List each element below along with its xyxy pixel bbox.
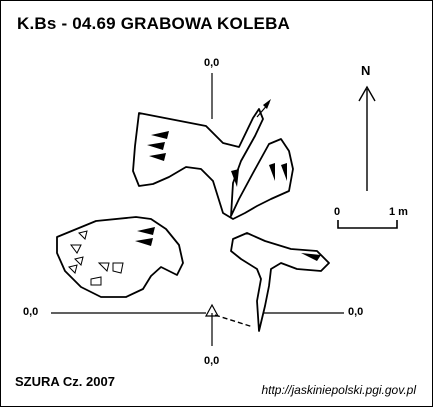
scale-end-label: 1 m: [389, 206, 408, 218]
north-arrow-head: [358, 85, 376, 102]
boulder-markers: [68, 230, 124, 286]
map-title: K.Bs - 04.69 GRABOWA KOLEBA: [17, 14, 291, 33]
scale-bar: [337, 220, 398, 229]
entrance-arrow-head: [263, 99, 271, 109]
scale-start-label: 0: [334, 206, 341, 218]
source-url: http://jaskiniepolski.pgi.gov.pl: [261, 383, 416, 397]
slope-markers-upper: [147, 131, 287, 187]
north-label: N: [361, 63, 371, 78]
axis-label-bottom: 0,0: [204, 355, 220, 367]
survey-line: [214, 314, 254, 328]
cave-outline-side-passage: [230, 232, 330, 332]
author-credit: SZURA Cz. 2007: [15, 374, 115, 389]
cave-outline-lower-chamber: [56, 216, 184, 298]
axis-label-right: 0,0: [348, 306, 364, 318]
axis-label-top: 0,0: [204, 57, 220, 69]
survey-station-marker: [204, 303, 220, 317]
axis-label-left: 0,0: [23, 306, 39, 318]
cave-outline-main: [132, 108, 294, 220]
slope-markers-lower: [135, 227, 321, 261]
